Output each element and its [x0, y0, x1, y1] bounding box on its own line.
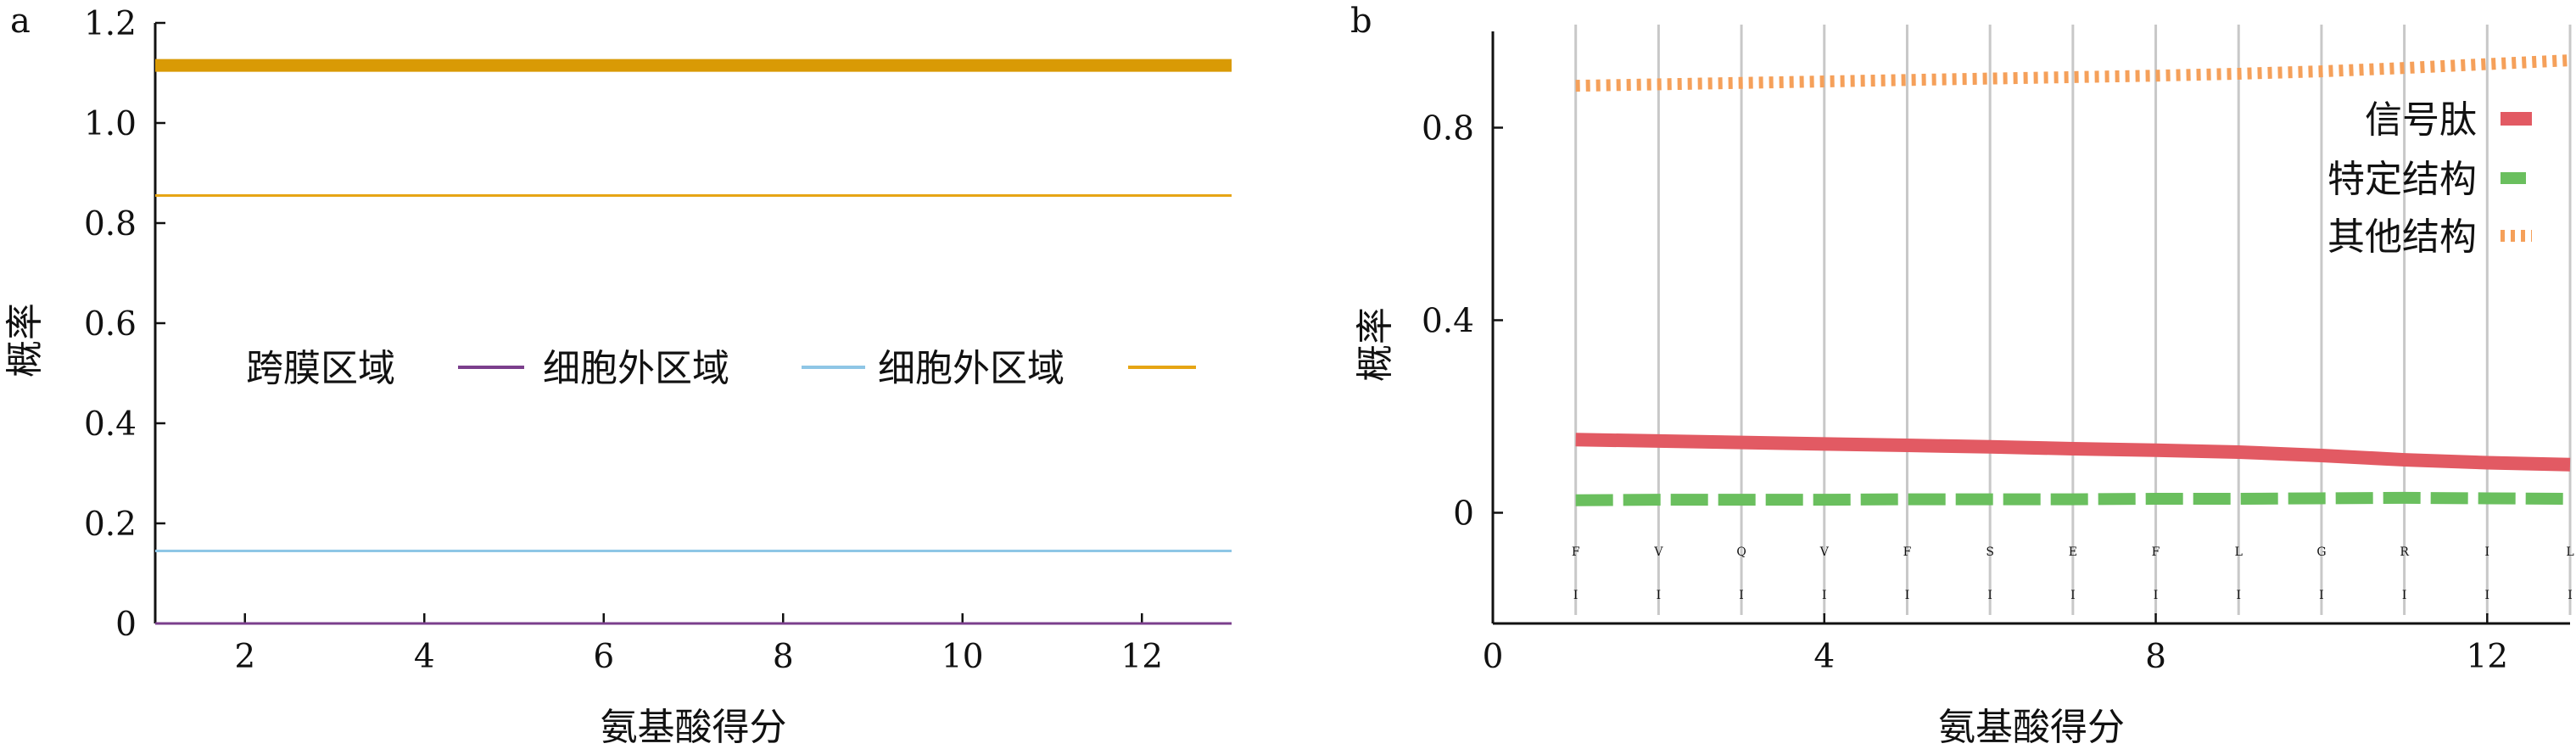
y-tick-label: 0.8 [1422, 109, 1474, 148]
legend-label: 信号肽 [2365, 98, 2477, 142]
sequence-residue: L [2566, 545, 2573, 559]
sequence-residue: F [2152, 545, 2160, 559]
y-tick-label: 0 [1453, 495, 1474, 533]
y-tick-label: 0.8 [84, 205, 137, 243]
x-tick-label: 2 [234, 638, 255, 676]
x-tick-label: 6 [593, 638, 614, 676]
sequence-residue: I [1657, 589, 1662, 602]
sequence-residue: S [1986, 545, 1994, 559]
y-tick-label: 0.2 [84, 506, 137, 544]
series-line [1575, 433, 2571, 472]
legend-label: 特定结构 [2327, 158, 2477, 201]
y-tick-label: 1.2 [84, 5, 137, 43]
legend-label: 跨膜区域 [246, 347, 395, 390]
x-axis-label: 氨基酸得分 [601, 706, 787, 749]
y-tick-label: 0.6 [84, 305, 137, 344]
series-line [1575, 491, 2571, 506]
sequence-residue: I [2402, 589, 2407, 602]
sequence-residue: G [2316, 545, 2326, 559]
x-tick-label: 4 [414, 638, 435, 676]
sequence-residue: I [2236, 589, 2241, 602]
x-tick-label: 10 [942, 638, 984, 676]
sequence-residue: I [1987, 589, 1992, 602]
x-tick-label: 12 [2466, 638, 2508, 676]
sequence-residue: I [1905, 589, 1910, 602]
sequence-residue: V [1653, 545, 1663, 559]
y-tick-label: 0.4 [84, 405, 137, 444]
sequence-residue: I [1822, 589, 1827, 602]
sequence-residue: I [2154, 589, 2159, 602]
sequence-residue: R [2400, 545, 2409, 559]
y-tick-label: 0.4 [1422, 302, 1474, 340]
sequence-residue: F [1903, 545, 1912, 559]
y-tick-label: 0 [115, 606, 137, 644]
sequence-residue: I [2485, 545, 2490, 559]
sequence-residue: I [1573, 589, 1579, 602]
panel-label: a [10, 2, 31, 41]
x-tick-label: 0 [1483, 638, 1504, 676]
y-axis-label: 概率 [1354, 307, 1397, 382]
sequence-residue: V [1819, 545, 1830, 559]
panel-b: 0 4 8 12 0 0.4 0.8 氨基酸得分 概率 b F V Q V F S E F L G R I L I I I I I I I… [1350, 2, 2574, 749]
x-tick-label: 8 [773, 638, 794, 676]
legend-label: 细胞外区域 [543, 347, 729, 390]
x-tick-label: 8 [2145, 638, 2166, 676]
panel-a: 2 4 6 8 10 12 0 0.2 0.4 0.6 0.8 1.0 1.2 氨基酸得分 概率 a 跨膜区域 细… [3, 2, 1232, 749]
legend-label: 其他结构 [2327, 215, 2477, 259]
y-tick-label: 1.0 [84, 105, 137, 143]
x-axis-label: 氨基酸得分 [1938, 706, 2125, 749]
sequence-residue: I [2319, 589, 2324, 602]
y-axis-label: 概率 [3, 303, 47, 377]
x-tick-label: 4 [1813, 638, 1835, 676]
sequence-residue: F [1572, 545, 1580, 559]
panel-label: b [1350, 2, 1372, 41]
sequence-residue: I [2485, 589, 2490, 602]
sequence-residue: I [2568, 589, 2573, 602]
legend-label: 细胞外区域 [878, 347, 1064, 390]
sequence-residue: L [2235, 545, 2243, 559]
series-line [1575, 54, 2571, 92]
x-tick-label: 12 [1120, 638, 1163, 676]
sequence-residue: I [1739, 589, 1744, 602]
sequence-residue: Q [1736, 545, 1746, 559]
sequence-residue: I [2070, 589, 2076, 602]
sequence-residue: E [2069, 545, 2077, 559]
